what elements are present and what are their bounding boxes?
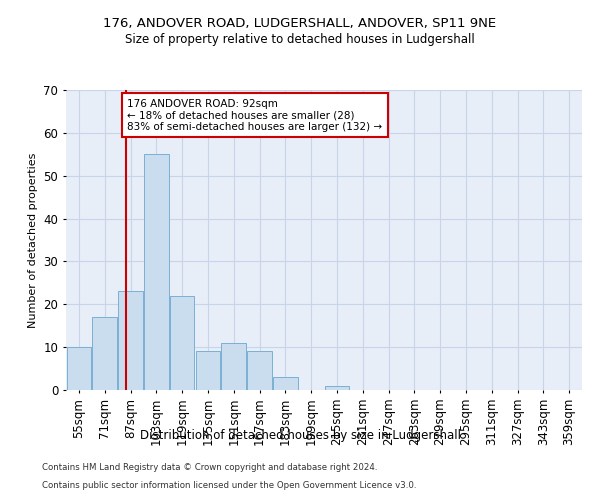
Text: Contains HM Land Registry data © Crown copyright and database right 2024.: Contains HM Land Registry data © Crown c… [42,464,377,472]
Y-axis label: Number of detached properties: Number of detached properties [28,152,38,328]
Bar [67,347,91,390]
Text: Distribution of detached houses by size in Ludgershall: Distribution of detached houses by size … [139,428,461,442]
Bar [221,343,246,390]
Bar [196,352,220,390]
Text: Size of property relative to detached houses in Ludgershall: Size of property relative to detached ho… [125,32,475,46]
Bar [144,154,169,390]
Text: 176, ANDOVER ROAD, LUDGERSHALL, ANDOVER, SP11 9NE: 176, ANDOVER ROAD, LUDGERSHALL, ANDOVER,… [103,18,497,30]
Text: 176 ANDOVER ROAD: 92sqm
← 18% of detached houses are smaller (28)
83% of semi-de: 176 ANDOVER ROAD: 92sqm ← 18% of detache… [127,98,382,132]
Bar [325,386,349,390]
Bar [170,296,194,390]
Text: Contains public sector information licensed under the Open Government Licence v3: Contains public sector information licen… [42,481,416,490]
Bar [247,352,272,390]
Bar [118,292,143,390]
Bar [273,377,298,390]
Bar [92,317,117,390]
